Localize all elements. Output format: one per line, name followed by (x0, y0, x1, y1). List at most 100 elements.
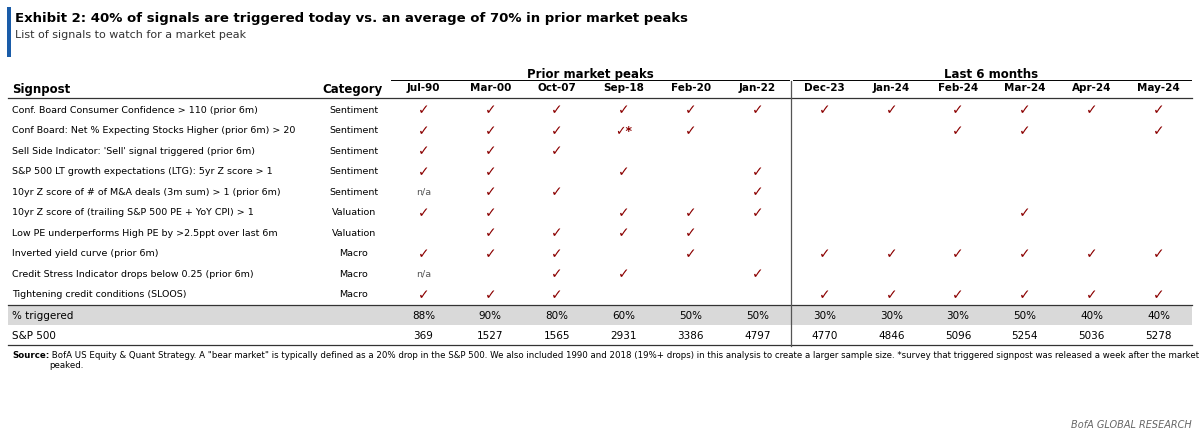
Text: Signpost: Signpost (12, 83, 71, 96)
Text: Mar-00: Mar-00 (469, 83, 511, 93)
Text: S&P 500 LT growth expectations (LTG): 5yr Z score > 1: S&P 500 LT growth expectations (LTG): 5y… (12, 167, 272, 176)
Text: Feb-24: Feb-24 (938, 83, 978, 93)
Text: ✓: ✓ (1086, 103, 1098, 117)
Text: ✓: ✓ (685, 123, 696, 138)
Text: Valuation: Valuation (332, 228, 376, 237)
Text: Exhibit 2: 40% of signals are triggered today vs. an average of 70% in prior mar: Exhibit 2: 40% of signals are triggered … (14, 12, 688, 25)
Text: Jan-24: Jan-24 (872, 83, 910, 93)
Text: 5096: 5096 (944, 330, 971, 340)
Text: % triggered: % triggered (12, 311, 73, 321)
Text: ✓: ✓ (551, 185, 563, 199)
Text: 4770: 4770 (811, 330, 838, 340)
Text: 80%: 80% (546, 311, 569, 321)
Text: ✓: ✓ (953, 103, 964, 117)
Bar (8, 305, 1192, 325)
Text: ✓: ✓ (1019, 123, 1031, 138)
Text: ✓: ✓ (618, 266, 630, 281)
Text: ✓: ✓ (551, 266, 563, 281)
Text: Jul-90: Jul-90 (407, 83, 440, 93)
Text: Sentiment: Sentiment (330, 146, 378, 155)
Text: ✓: ✓ (418, 205, 430, 219)
Text: 88%: 88% (412, 311, 434, 321)
Text: Sentiment: Sentiment (330, 187, 378, 196)
Text: Category: Category (322, 83, 383, 96)
Text: 5036: 5036 (1079, 330, 1105, 340)
Text: 369: 369 (414, 330, 433, 340)
Text: ✓: ✓ (1019, 205, 1031, 219)
Text: Source:: Source: (12, 350, 49, 359)
Text: ✓: ✓ (618, 226, 630, 240)
Text: Conf Board: Net % Expecting Stocks Higher (prior 6m) > 20: Conf Board: Net % Expecting Stocks Highe… (12, 126, 295, 135)
Text: ✓: ✓ (751, 266, 763, 281)
Text: ✓: ✓ (418, 246, 430, 260)
Text: Macro: Macro (340, 269, 368, 278)
Text: Sentiment: Sentiment (330, 126, 378, 135)
Text: May-24: May-24 (1138, 83, 1180, 93)
Text: ✓: ✓ (751, 103, 763, 117)
Text: ✓: ✓ (818, 103, 830, 117)
Text: 4797: 4797 (744, 330, 770, 340)
Text: ✓: ✓ (418, 164, 430, 178)
Text: Low PE underperforms High PE by >2.5ppt over last 6m: Low PE underperforms High PE by >2.5ppt … (12, 228, 277, 237)
Text: ✓*: ✓* (616, 124, 632, 137)
Text: ✓: ✓ (551, 123, 563, 138)
Text: ✓: ✓ (1153, 287, 1164, 301)
Text: 5254: 5254 (1012, 330, 1038, 340)
Text: 50%: 50% (679, 311, 702, 321)
Text: Conf. Board Consumer Confidence > 110 (prior 6m): Conf. Board Consumer Confidence > 110 (p… (12, 105, 258, 115)
Text: Tightening credit conditions (SLOOS): Tightening credit conditions (SLOOS) (12, 289, 186, 299)
Text: 50%: 50% (746, 311, 769, 321)
Text: ✓: ✓ (685, 103, 696, 117)
Text: ✓: ✓ (886, 287, 898, 301)
Text: 30%: 30% (880, 311, 902, 321)
Text: ✓: ✓ (1153, 246, 1164, 260)
Text: BofA GLOBAL RESEARCH: BofA GLOBAL RESEARCH (1072, 419, 1192, 429)
Text: ✓: ✓ (953, 287, 964, 301)
Text: Feb-20: Feb-20 (671, 83, 710, 93)
Text: ✓: ✓ (485, 123, 496, 138)
Text: ✓: ✓ (618, 164, 630, 178)
Text: ✓: ✓ (485, 164, 496, 178)
Text: ✓: ✓ (886, 103, 898, 117)
Text: ✓: ✓ (953, 246, 964, 260)
Text: ✓: ✓ (1019, 246, 1031, 260)
Text: ✓: ✓ (485, 144, 496, 158)
Text: ✓: ✓ (751, 205, 763, 219)
Text: 10yr Z score of (trailing S&P 500 PE + YoY CPI) > 1: 10yr Z score of (trailing S&P 500 PE + Y… (12, 208, 253, 217)
Text: ✓: ✓ (685, 246, 696, 260)
Text: Sentiment: Sentiment (330, 105, 378, 115)
Text: ✓: ✓ (818, 287, 830, 301)
Text: 40%: 40% (1080, 311, 1103, 321)
Text: Macro: Macro (340, 289, 368, 299)
Text: 5278: 5278 (1145, 330, 1172, 340)
Text: Last 6 months: Last 6 months (944, 68, 1038, 81)
Text: Inverted yield curve (prior 6m): Inverted yield curve (prior 6m) (12, 249, 158, 258)
Text: ✓: ✓ (418, 103, 430, 117)
Text: Sell Side Indicator: 'Sell' signal triggered (prior 6m): Sell Side Indicator: 'Sell' signal trigg… (12, 146, 256, 155)
Text: 1565: 1565 (544, 330, 570, 340)
Text: ✓: ✓ (1153, 123, 1164, 138)
Text: ✓: ✓ (485, 205, 496, 219)
Text: ✓: ✓ (685, 226, 696, 240)
Text: ✓: ✓ (551, 103, 563, 117)
Text: ✓: ✓ (485, 103, 496, 117)
Text: 30%: 30% (812, 311, 836, 321)
Text: ✓: ✓ (485, 185, 496, 199)
Text: Oct-07: Oct-07 (538, 83, 576, 93)
Text: List of signals to watch for a market peak: List of signals to watch for a market pe… (14, 30, 246, 40)
Text: ✓: ✓ (818, 246, 830, 260)
Text: 50%: 50% (1014, 311, 1037, 321)
Text: 10yr Z score of # of M&A deals (3m sum) > 1 (prior 6m): 10yr Z score of # of M&A deals (3m sum) … (12, 187, 281, 196)
Text: 1527: 1527 (478, 330, 504, 340)
Text: ✓: ✓ (551, 287, 563, 301)
Text: S&P 500: S&P 500 (12, 330, 56, 340)
Text: Prior market peaks: Prior market peaks (527, 68, 654, 81)
Text: ✓: ✓ (551, 226, 563, 240)
Bar (7, 8, 11, 58)
Text: Jan-22: Jan-22 (739, 83, 776, 93)
Text: Sep-18: Sep-18 (604, 83, 644, 93)
Text: ✓: ✓ (685, 205, 696, 219)
Text: 3386: 3386 (678, 330, 704, 340)
Text: ✓: ✓ (1086, 287, 1098, 301)
Text: Valuation: Valuation (332, 208, 376, 217)
